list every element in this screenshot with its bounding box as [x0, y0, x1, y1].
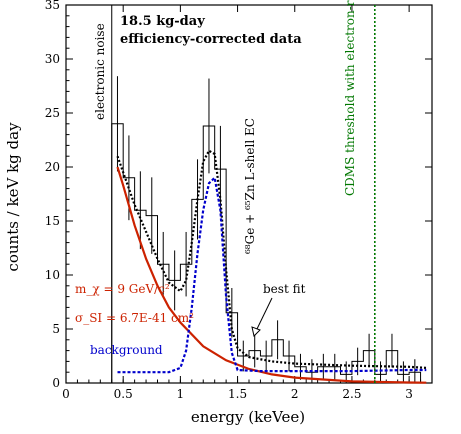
y-axis-title: counts / keV kg day [4, 122, 22, 272]
noise-label: electronic noise [93, 23, 107, 120]
x-tick-label: 0.5 [114, 387, 133, 401]
x-tick-label: 2 [291, 387, 299, 401]
threshold-label: CDMS threshold with electron-recoil reje… [343, 0, 357, 196]
y-tick-label: 10 [45, 268, 60, 282]
series-best-fit [116, 149, 427, 369]
x-tick-label: 1 [177, 387, 185, 401]
y-tick-label: 30 [45, 52, 60, 66]
y-tick-label: 20 [45, 160, 60, 174]
y-tick-label: 35 [45, 0, 60, 12]
x-tick-label: 1.5 [228, 387, 247, 401]
chart-subtitle: efficiency-corrected data [120, 32, 302, 47]
peak-label: ⁶⁸Ge + ⁶⁵Zn L-shell EC [243, 118, 257, 254]
series-lines [116, 149, 427, 384]
best-fit-label: best fit [263, 282, 306, 296]
series-m-9-gev-c [116, 166, 427, 384]
x-tick-label: 3 [405, 387, 413, 401]
sigma-label: σ_SI = 6.7E-41 cm² [75, 311, 194, 325]
mass-label: m_χ = 9 GeV/c² [75, 282, 170, 296]
x-tick-label: 2.5 [342, 387, 361, 401]
data-histogram [111, 76, 422, 383]
x-tick-label: 0 [62, 387, 70, 401]
background-label: background [90, 343, 163, 357]
chart-title: 18.5 kg-day [120, 14, 205, 29]
best-fit-arrowhead [251, 326, 261, 337]
y-tick-label: 5 [52, 322, 60, 336]
x-axis-title: energy (keVee) [191, 408, 305, 426]
best-fit-arrow [255, 297, 273, 332]
y-tick-label: 15 [45, 214, 60, 228]
y-tick-label: 25 [45, 106, 60, 120]
series-background [117, 175, 427, 374]
y-tick-label: 0 [52, 376, 60, 390]
